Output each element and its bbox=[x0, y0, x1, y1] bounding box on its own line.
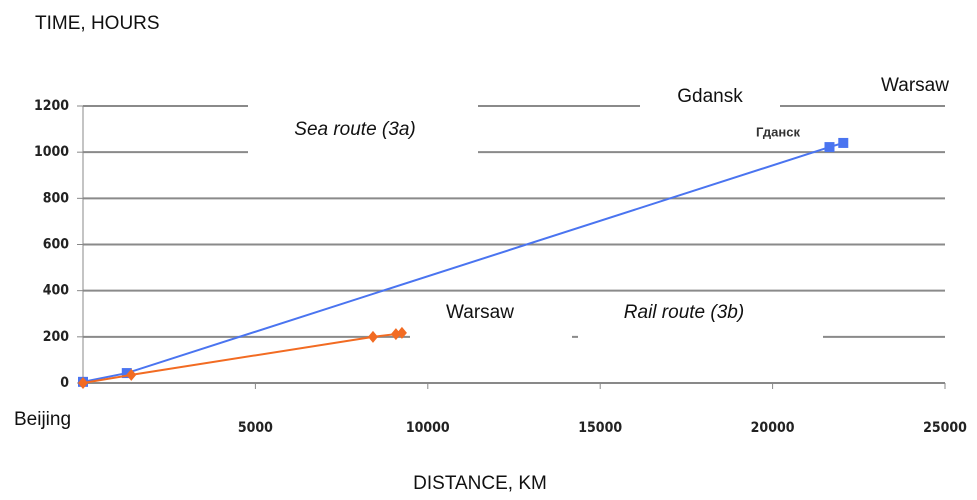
x-axis-label: DISTANCE, KM bbox=[413, 473, 547, 494]
x-tick-label: 15000 bbox=[578, 420, 622, 436]
label-box bbox=[852, 70, 977, 102]
marker bbox=[78, 377, 88, 389]
y-axis-label: TIME, HOURS bbox=[35, 13, 160, 34]
y-tick-label: 0 bbox=[60, 375, 69, 391]
label-box bbox=[410, 292, 572, 339]
y-tick-label: 200 bbox=[43, 329, 70, 345]
annotation: Гданск bbox=[756, 124, 800, 139]
series-line bbox=[82, 141, 844, 383]
marker bbox=[824, 142, 835, 153]
annotation: Beijing bbox=[14, 409, 71, 430]
label-box bbox=[640, 84, 780, 110]
y-tick-label: 600 bbox=[43, 237, 70, 253]
marker bbox=[390, 328, 401, 341]
marker bbox=[367, 330, 378, 343]
label-box bbox=[248, 100, 478, 155]
y-tick-label: 800 bbox=[43, 190, 70, 206]
series-label: Rail route (3b) bbox=[624, 302, 744, 323]
x-tick-label: 20000 bbox=[751, 420, 795, 436]
y-tick-label: 1000 bbox=[34, 144, 69, 160]
annotation: Gdansk bbox=[677, 86, 743, 107]
label-box bbox=[578, 292, 823, 339]
y-tick-label: 400 bbox=[43, 283, 70, 299]
marker bbox=[121, 368, 132, 379]
x-tick-label: 25000 bbox=[923, 420, 967, 436]
marker bbox=[126, 368, 137, 381]
x-tick-label: 10000 bbox=[406, 420, 450, 436]
x-tick-label: 5000 bbox=[238, 420, 273, 436]
marker bbox=[396, 326, 407, 339]
y-tick-label: 1200 bbox=[34, 98, 69, 114]
annotation: Warsaw bbox=[446, 302, 514, 323]
annotation: Warsaw bbox=[881, 75, 949, 96]
series-label: Sea route (3a) bbox=[294, 119, 415, 140]
marker bbox=[838, 137, 849, 148]
